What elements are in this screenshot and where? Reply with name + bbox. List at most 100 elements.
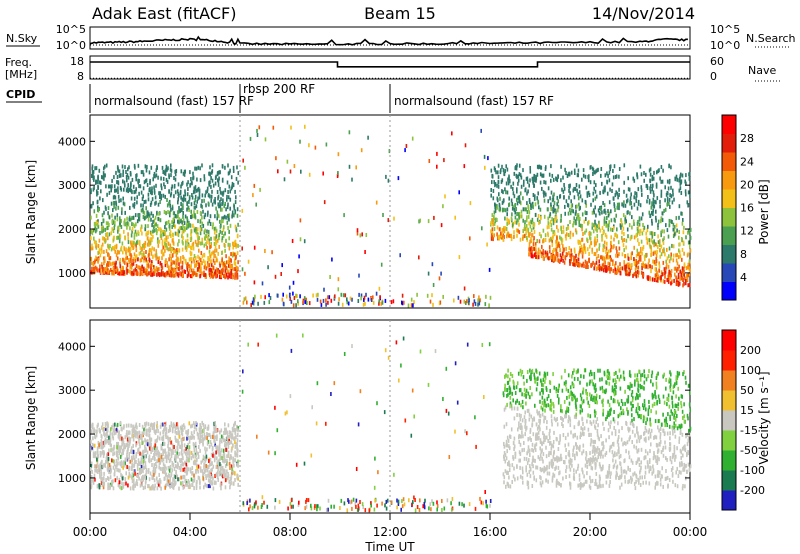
- velocity-echo: [114, 468, 116, 473]
- power-echo: [171, 270, 173, 275]
- power-echo: [583, 219, 586, 224]
- power-echo: [652, 183, 654, 188]
- velocity-echo: [133, 482, 135, 487]
- velocity-echo: [158, 465, 160, 470]
- power-echo: [411, 136, 414, 141]
- power-echo: [511, 223, 514, 228]
- velocity-echo: [172, 424, 175, 429]
- power-echo: [601, 237, 604, 242]
- power-echo: [103, 173, 105, 178]
- velocity-echo: [156, 425, 159, 430]
- power-echo: [459, 299, 462, 304]
- power-echo: [109, 256, 112, 261]
- power-echo: [587, 221, 589, 226]
- power-echo: [543, 180, 545, 185]
- power-echo: [533, 173, 535, 178]
- power-echo: [159, 227, 162, 232]
- power-echo: [629, 271, 632, 276]
- power-echo: [334, 294, 336, 299]
- power-echo: [495, 170, 497, 175]
- velocity-echo: [236, 444, 238, 449]
- velocity-echo: [144, 444, 146, 449]
- power-echo: [621, 238, 624, 243]
- power-echo: [119, 258, 122, 262]
- power-echo: [516, 197, 518, 202]
- velocity-echo: [231, 433, 234, 438]
- power-echo: [675, 216, 678, 221]
- power-echo: [139, 272, 142, 276]
- velocity-echo: [106, 421, 108, 426]
- power-echo: [181, 197, 184, 202]
- power-echo: [172, 223, 175, 227]
- power-echo: [660, 165, 663, 169]
- power-echo: [529, 178, 531, 183]
- velocity-echo: [227, 450, 230, 455]
- velocity-echo: [133, 478, 135, 483]
- power-echo: [153, 265, 155, 270]
- power-echo: [622, 203, 625, 208]
- power-echo: [218, 204, 220, 209]
- power-echo: [506, 212, 508, 217]
- power-echo: [612, 196, 615, 201]
- power-echo: [222, 261, 225, 266]
- power-echo: [192, 223, 194, 228]
- velocity-echo: [137, 434, 139, 439]
- velocity-echo: [171, 461, 174, 466]
- power-echo: [647, 195, 649, 199]
- power-echo: [668, 275, 670, 280]
- velocity-echo: [207, 424, 210, 429]
- velocity-echo: [146, 432, 148, 437]
- power-echo: [550, 255, 553, 260]
- power-echo: [106, 232, 108, 236]
- velocity-echo: [218, 470, 221, 475]
- power-echo: [226, 194, 228, 199]
- power-echo: [547, 256, 550, 261]
- power-echo: [186, 233, 189, 238]
- power-echo: [164, 263, 167, 268]
- velocity-echo: [114, 478, 117, 483]
- velocity-echo: [162, 462, 165, 467]
- power-echo: [235, 265, 238, 270]
- power-echo: [519, 237, 522, 242]
- power-echo: [533, 196, 536, 201]
- power-echo: [148, 213, 151, 218]
- power-echo: [327, 295, 329, 300]
- velocity-echo: [193, 461, 195, 466]
- velocity-echo: [215, 450, 217, 455]
- power-echo: [170, 173, 172, 178]
- velocity-echo: [99, 474, 101, 479]
- power-echo: [224, 201, 226, 206]
- velocity-echo: [135, 434, 137, 439]
- power-echo: [474, 301, 477, 306]
- velocity-echo: [194, 461, 197, 466]
- power-echo: [152, 213, 154, 218]
- power-echo: [138, 191, 140, 196]
- velocity-echo: [164, 464, 166, 469]
- velocity-echo: [147, 468, 150, 473]
- power-echo: [494, 168, 496, 172]
- power-echo: [308, 143, 310, 148]
- power-echo: [606, 223, 609, 228]
- power-echo: [190, 259, 193, 264]
- power-echo: [575, 230, 578, 235]
- velocity-echo: [160, 486, 162, 491]
- power-echo: [186, 245, 188, 250]
- power-echo: [203, 270, 205, 275]
- power-echo: [114, 249, 116, 254]
- power-echo: [120, 218, 122, 223]
- power-echo: [187, 187, 189, 191]
- power-echo: [186, 207, 188, 212]
- power-echo: [154, 268, 156, 273]
- velocity-echo: [132, 486, 135, 491]
- power-echo: [675, 223, 678, 228]
- velocity-echo: [102, 464, 104, 469]
- power-echo: [514, 203, 517, 207]
- power-echo: [362, 302, 365, 307]
- velocity-echo: [107, 456, 110, 461]
- power-echo: [610, 244, 612, 249]
- velocity-echo: [112, 465, 115, 470]
- power-echo: [98, 168, 101, 173]
- noise-tick-bottom-right: 10^0: [710, 39, 740, 52]
- power-echo: [182, 224, 184, 229]
